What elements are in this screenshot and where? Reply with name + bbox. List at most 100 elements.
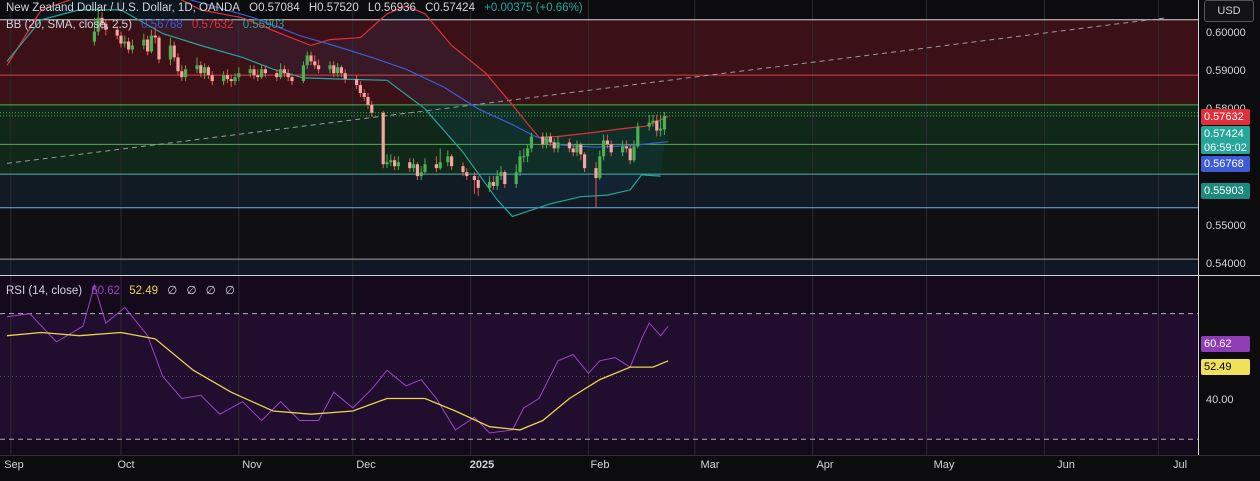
rsi-value: 60.62 [91,285,121,297]
candle-body [275,73,279,78]
rsi-price-tag: 60.62 [1201,336,1250,352]
symbol-title[interactable]: New Zealand Dollar / U.S. Dollar, 1D, OA… [6,2,240,14]
candle-body [571,148,575,153]
candle-body [260,69,264,78]
candle-body [358,85,362,93]
bb-lower-price-tag: 0.55903 [1201,183,1250,199]
rsi-legend[interactable]: RSI (14, close) 60.62 52.49 ∅ ∅ ∅ ∅ [6,284,241,298]
candle-body [541,136,545,145]
candle-body [419,172,423,177]
last-price-value: 0.57424 [1204,128,1244,140]
bb-lower-line [6,9,661,218]
bb-background-fill [7,0,669,217]
ohlc-change: +0.00375 (+0.66%) [484,2,583,14]
candle-body [628,148,632,161]
x-tick-label: 2025 [469,459,495,471]
candle-body [233,77,237,82]
candle-body [206,67,210,76]
candle-body [632,146,636,161]
last-price-tag: 0.57424 06:59:02 [1201,126,1250,154]
candle-body [647,122,651,127]
candle-body [514,172,518,184]
candle-body [343,73,347,80]
candle-body [157,37,161,60]
candle-body [199,65,203,74]
candle-body [229,79,233,82]
rsi-empty-2: ∅ [186,285,197,297]
candle-body [263,69,267,74]
candle-body [370,104,374,113]
candle-body [282,69,286,74]
candle-body [313,61,317,66]
candle-body [96,17,100,32]
ohlc-high: H0.57520 [308,2,359,14]
candle-body [142,39,146,46]
candle-body [332,65,336,74]
x-tick-label: Feb [590,459,610,471]
rsi-band-fill [0,313,1198,440]
candle-body [408,162,412,169]
rsi-empty-4: ∅ [224,285,235,297]
candle-body [499,172,503,177]
candle-body [624,146,628,149]
rsi-ma-line [6,331,669,431]
candle-body [526,148,530,157]
candle-body [522,156,526,158]
candle-body [396,162,400,167]
x-tick-label: Jun [1057,459,1075,471]
candle-body [552,142,556,149]
candle-body [127,41,131,50]
x-tick-label: Dec [356,459,376,471]
candle-body [393,160,397,167]
candle-body [651,120,655,123]
candle-body [146,39,150,52]
candle-body [659,128,663,131]
bb-legend[interactable]: BB (20, SMA, close, 2.5) 0.56768 0.57632… [6,18,290,32]
candle-body [575,144,579,153]
candle-body [662,115,666,130]
candle-body [491,182,495,186]
candle-body [488,182,492,188]
trendline [6,17,1167,164]
bar-countdown: 06:59:02 [1204,142,1247,154]
y-tick-label: 0.59000 [1206,65,1246,77]
currency-button[interactable]: USD [1204,0,1254,22]
ohlc-close: C0.57424 [425,2,475,14]
candle-body [92,31,96,42]
candle-body [556,142,560,149]
candle-body [461,166,465,173]
candle-body [328,65,332,70]
candle-body [203,67,207,74]
candle-body [123,41,127,44]
price-zone-band [0,75,1198,105]
candle-body [115,29,119,36]
bb-upper-price-tag: 0.57632 [1201,109,1250,125]
price-zone-band [0,207,1198,260]
rsi-ma-value: 52.49 [129,285,159,297]
candle-body [309,55,313,62]
candle-body [602,140,606,157]
candle-body [317,65,321,70]
candle-body [636,126,640,147]
candle-body [149,35,153,52]
candle-body [290,77,294,82]
candle-body [655,120,659,131]
x-tick-label: Nov [242,459,262,471]
x-tick-label: Oct [117,459,135,471]
candle-body [366,96,370,105]
rsi-name: RSI (14, close) [6,285,83,297]
bb-basis-value: 0.56768 [141,19,183,31]
bb-basis-price-tag: 0.56768 [1201,156,1250,172]
candle-body [355,79,359,86]
candle-body [336,67,340,74]
candle-body [438,162,442,169]
candle-body [305,55,309,66]
candle-body [472,176,476,181]
candle-body [237,73,241,78]
candle-body [168,45,172,60]
rsi-empty-1: ∅ [167,285,178,297]
candle-body [381,112,385,165]
rsi-y-tick-label: 40.00 [1206,394,1234,406]
